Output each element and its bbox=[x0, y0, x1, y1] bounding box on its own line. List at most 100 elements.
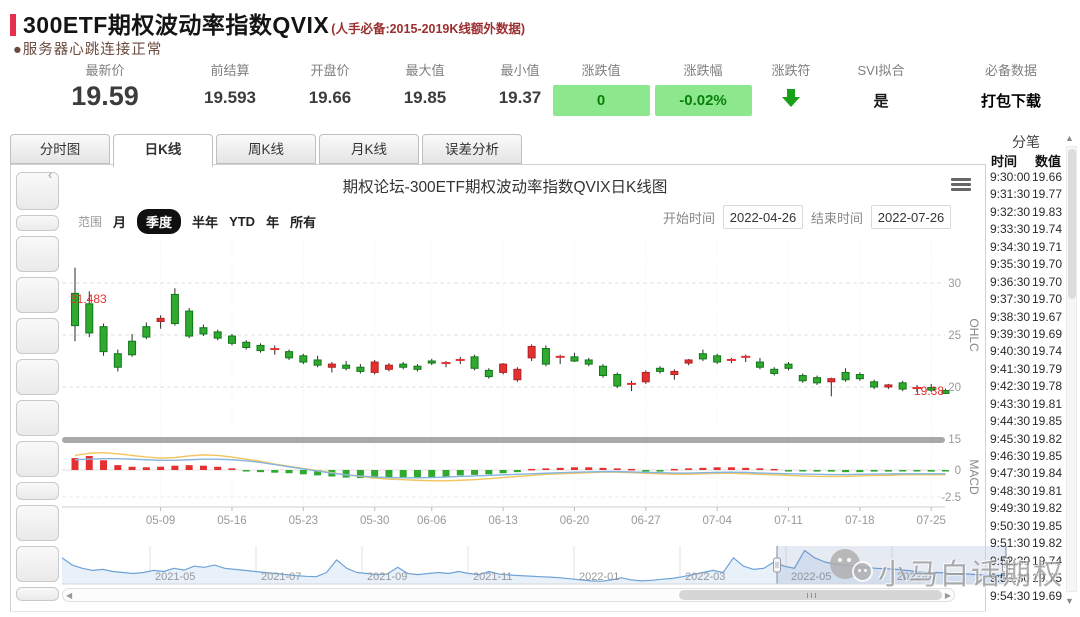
scroll-left-icon[interactable]: ◀ bbox=[66, 591, 73, 600]
start-date-input[interactable] bbox=[723, 205, 804, 229]
candle-body bbox=[499, 363, 508, 373]
tab-误差分析[interactable]: 误差分析 bbox=[422, 134, 522, 164]
macd-bar bbox=[556, 467, 564, 470]
macd-bar bbox=[114, 465, 122, 470]
x-tick-label: 06-06 bbox=[417, 515, 446, 527]
x-tick-label: 06-20 bbox=[560, 515, 589, 527]
toolbar-button-4[interactable] bbox=[16, 277, 59, 313]
macd-bar bbox=[413, 470, 421, 479]
date-range-controls: 开始时间 结束时间 bbox=[663, 205, 952, 229]
tape-row: 9:39:30 19.69 bbox=[988, 327, 1064, 344]
range-年[interactable]: 年 bbox=[266, 215, 280, 230]
tab-日K线[interactable]: 日K线 bbox=[113, 134, 213, 167]
tape-value: 19.85 bbox=[1031, 414, 1062, 429]
toolbar-button-7[interactable] bbox=[16, 400, 59, 436]
nav-handle-left[interactable] bbox=[773, 557, 781, 573]
scroll-down-icon[interactable]: ▼ bbox=[1065, 596, 1074, 606]
tape-scrollbar[interactable] bbox=[1066, 146, 1077, 592]
macd-bar bbox=[585, 467, 593, 470]
candle-body bbox=[484, 369, 493, 378]
macd-bar bbox=[214, 466, 222, 470]
page-header: 300ETF期权波动率指数QVIX (人手必备:2015-2019K线额外数据) bbox=[10, 6, 526, 38]
stat-开盘价: 开盘价 19.66 bbox=[265, 60, 395, 108]
tape-value: 19.83 bbox=[1031, 204, 1062, 219]
stat-涨跌幅: 涨跌幅 -0.02% bbox=[638, 60, 768, 116]
toolbar-button-10[interactable] bbox=[16, 505, 59, 541]
panel-divider[interactable] bbox=[62, 437, 945, 443]
macd-bar bbox=[570, 467, 578, 470]
range-所有[interactable]: 所有 bbox=[290, 215, 317, 230]
range-半年[interactable]: 半年 bbox=[192, 215, 219, 230]
stat-value: 19.85 bbox=[403, 88, 447, 107]
collapse-panel-icon[interactable]: ‹ bbox=[48, 167, 53, 182]
page-subtitle: (人手必备:2015-2019K线额外数据) bbox=[331, 22, 526, 36]
range-季度[interactable]: 季度 bbox=[137, 209, 182, 234]
range-selector: 范围 月季度 半年 YTD 年所有 bbox=[78, 209, 316, 234]
macd-bar bbox=[299, 470, 307, 475]
nav-handle-right[interactable] bbox=[1002, 557, 1010, 573]
x-tick-label: 07-04 bbox=[702, 515, 732, 527]
tape-header-row: 时间 数值 bbox=[988, 151, 1064, 170]
tape-scrollbar-thumb[interactable] bbox=[1068, 149, 1076, 299]
tape-time: 9:34:30 bbox=[990, 239, 1031, 254]
macd-bar bbox=[870, 470, 878, 472]
tab-周K线[interactable]: 周K线 bbox=[216, 134, 316, 164]
tape-value: 19.71 bbox=[1031, 239, 1062, 254]
macd-bar bbox=[927, 470, 935, 472]
tab-月K线[interactable]: 月K线 bbox=[319, 134, 419, 164]
tape-value: 19.78 bbox=[1031, 379, 1062, 394]
toolbar-button-2[interactable] bbox=[16, 215, 59, 231]
toolbar-button-3[interactable] bbox=[16, 236, 59, 272]
tape-value: 19.70 bbox=[1031, 292, 1062, 307]
toolbar-button-12[interactable] bbox=[16, 587, 59, 601]
chart-hscrollbar-thumb[interactable] bbox=[679, 590, 942, 600]
stat-value: 19.59 bbox=[71, 81, 139, 111]
macd-bar bbox=[685, 468, 693, 470]
candle-body bbox=[327, 363, 336, 368]
hamburger-menu-icon[interactable] bbox=[951, 178, 971, 192]
candle-body bbox=[399, 363, 408, 368]
stat-label: 最小值 bbox=[500, 63, 540, 78]
tape-time: 9:35:30 bbox=[990, 257, 1031, 272]
toolbar-button-9[interactable] bbox=[16, 482, 59, 500]
end-date-input[interactable] bbox=[871, 205, 952, 229]
toolbar-button-8[interactable] bbox=[16, 441, 59, 477]
chart-hscrollbar[interactable]: ◀ ▶ bbox=[62, 588, 955, 602]
toolbar-button-1[interactable] bbox=[16, 172, 59, 210]
macd-bar bbox=[100, 460, 108, 470]
tape-value: 19.81 bbox=[1031, 483, 1062, 498]
tape-row: 9:35:30 19.70 bbox=[988, 257, 1064, 274]
range-YTD[interactable]: YTD bbox=[229, 214, 256, 229]
y-tick-label: 20 bbox=[948, 382, 961, 394]
status-dot-icon: ● bbox=[13, 42, 23, 58]
stat-label: 涨跌幅 bbox=[683, 63, 723, 78]
tape-row: 9:40:30 19.74 bbox=[988, 344, 1064, 361]
candle-body bbox=[299, 355, 308, 363]
x-tick-label: 05-30 bbox=[360, 515, 389, 527]
x-tick-label: 06-13 bbox=[488, 515, 517, 527]
x-tick-label: 07-11 bbox=[774, 515, 803, 527]
arrow-stem bbox=[787, 89, 795, 97]
toolbar-button-11[interactable] bbox=[16, 546, 59, 582]
scroll-up-icon[interactable]: ▲ bbox=[1065, 133, 1074, 143]
wechat-icon-small-bubble bbox=[852, 561, 873, 582]
macd-bar bbox=[356, 470, 364, 479]
start-date-label: 开始时间 bbox=[663, 210, 716, 226]
candle-body bbox=[570, 356, 579, 362]
macd-bar bbox=[727, 467, 735, 470]
range-月[interactable]: 月 bbox=[113, 215, 127, 230]
candle-body bbox=[670, 370, 679, 376]
macd-tick-label: 0 bbox=[955, 465, 961, 477]
tape-time: 9:45:30 bbox=[990, 431, 1031, 446]
toolbar-button-6[interactable] bbox=[16, 359, 59, 395]
red-accent-bar bbox=[10, 14, 16, 36]
tab-分时图[interactable]: 分时图 bbox=[10, 134, 110, 164]
toolbar-button-5[interactable] bbox=[16, 318, 59, 354]
tape-value: 19.67 bbox=[1031, 309, 1062, 324]
macd-bar bbox=[199, 465, 207, 470]
scroll-right-icon[interactable]: ▶ bbox=[944, 591, 951, 600]
tape-row: 9:36:30 19.70 bbox=[988, 275, 1064, 292]
tape-time: 9:49:30 bbox=[990, 501, 1031, 516]
tape-value: 19.81 bbox=[1031, 396, 1062, 411]
download-data-link[interactable]: 打包下载 bbox=[980, 93, 1041, 110]
